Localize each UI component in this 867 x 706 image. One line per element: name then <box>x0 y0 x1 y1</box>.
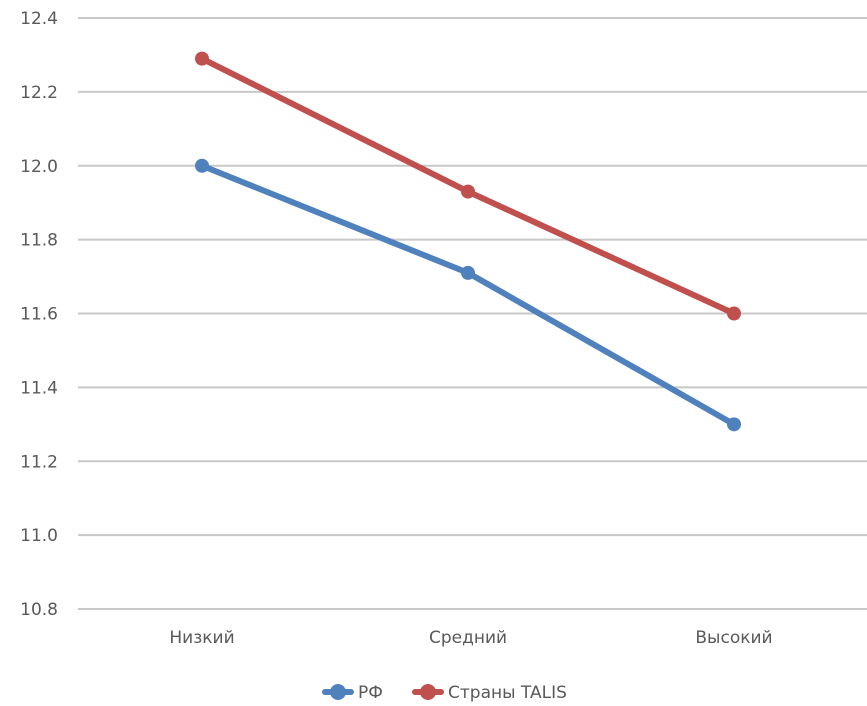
legend-item: РФ <box>322 683 383 703</box>
y-tick-label: 12.2 <box>20 83 58 103</box>
legend-swatch-marker <box>420 684 436 700</box>
gridlines <box>78 17 867 610</box>
y-tick-label: 12.0 <box>20 157 58 177</box>
legend-item: Страны TALIS <box>412 683 567 703</box>
x-tick-label: Высокий <box>695 628 772 648</box>
y-tick-label: 11.2 <box>20 452 58 472</box>
data-point <box>461 184 475 199</box>
series-1 <box>195 158 741 432</box>
series-line <box>199 162 737 428</box>
data-point <box>727 306 741 321</box>
data-point <box>195 158 209 173</box>
legend-swatch-marker <box>330 684 346 700</box>
y-tick-label: 11.4 <box>20 378 58 398</box>
y-tick-label: 10.8 <box>20 600 58 620</box>
legend-label: Страны TALIS <box>448 683 567 703</box>
data-point <box>461 265 475 280</box>
series-2 <box>195 51 741 321</box>
legend: РФ Страны TALIS <box>322 683 567 703</box>
y-tick-label: 11.6 <box>20 305 58 325</box>
series-lines <box>195 51 741 432</box>
data-point <box>727 417 741 432</box>
y-tick-label: 11.8 <box>20 231 58 251</box>
legend-label: РФ <box>358 683 383 703</box>
x-axis-tick-labels: Низкий Средний Высокий <box>169 628 772 648</box>
y-tick-label: 11.0 <box>20 526 58 546</box>
x-tick-label: Средний <box>429 628 507 648</box>
data-point <box>195 51 209 66</box>
x-tick-label: Низкий <box>169 628 234 648</box>
y-axis-tick-labels: 10.8 11.0 11.2 11.4 11.6 11.8 12.0 12.2 12.4 <box>20 9 58 620</box>
y-tick-label: 12.4 <box>20 9 58 29</box>
